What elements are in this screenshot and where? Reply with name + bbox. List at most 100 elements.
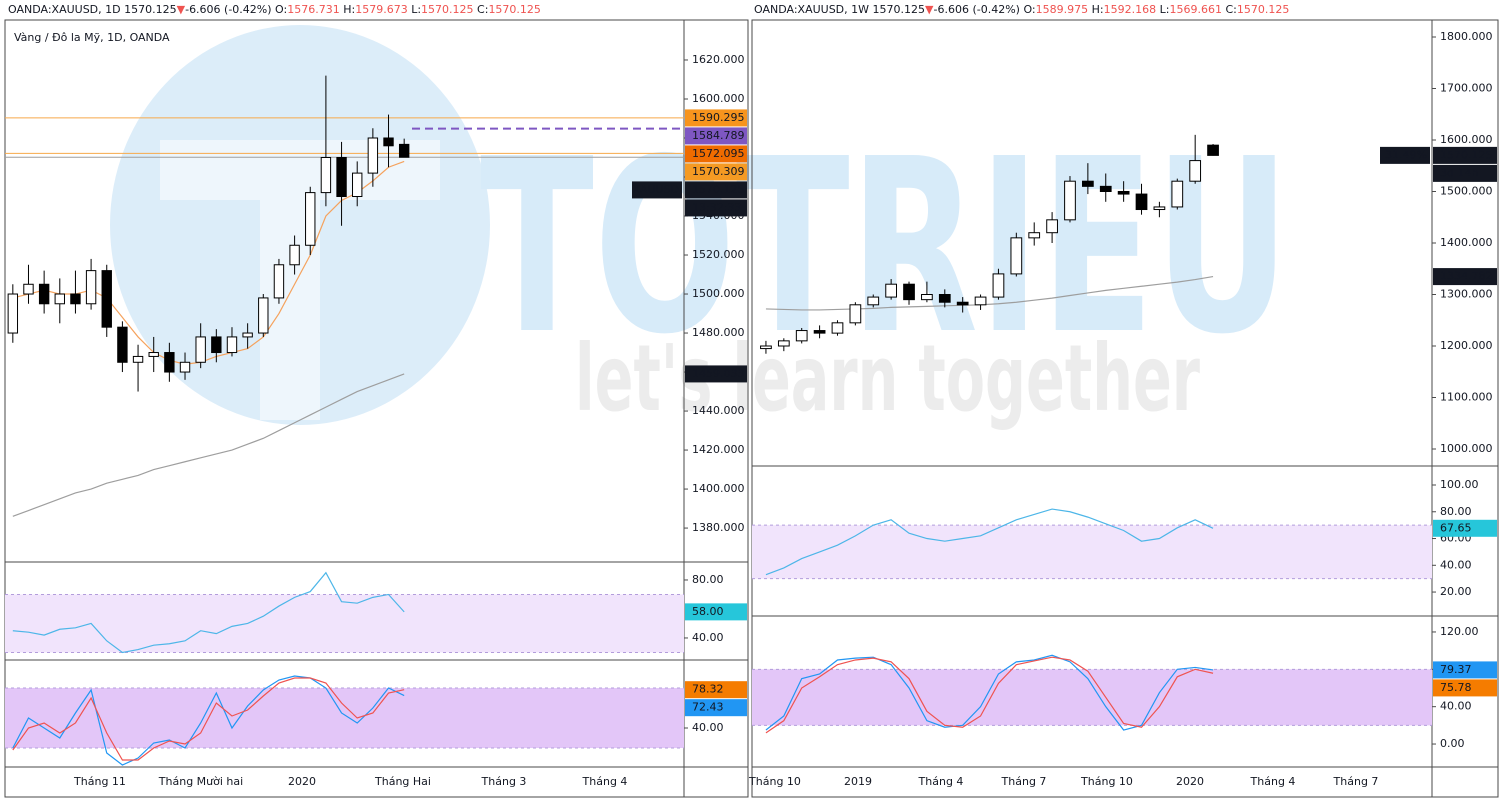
y-tick-label: 1520.000	[692, 248, 745, 261]
price-label-box	[685, 699, 747, 717]
y-tick-label: 120.00	[1440, 625, 1479, 638]
candle-body	[179, 361, 191, 373]
price-label: 78.32	[692, 683, 724, 696]
price-label-box	[685, 365, 747, 383]
candle-body	[777, 340, 790, 347]
y-tick-label: 1600.000	[1440, 133, 1493, 146]
candle-body	[383, 137, 394, 147]
candle-body	[1046, 219, 1058, 234]
candle-body	[148, 352, 159, 357]
ohlc-value: 1579.673	[355, 3, 408, 16]
indicator-line	[12, 675, 405, 766]
y-tick-label: 1500.000	[1440, 184, 1493, 197]
candle-body	[54, 293, 65, 305]
price-label-box	[685, 145, 747, 163]
ohlc-label: C:	[477, 3, 488, 16]
price-label-tag	[1380, 146, 1430, 164]
change: -6.606 (-0.42%)	[934, 3, 1020, 16]
candle-body	[367, 137, 379, 174]
ohlc-value: 1569.661	[1169, 3, 1222, 16]
candle-body	[1171, 180, 1184, 208]
indicator-line	[765, 656, 1214, 734]
price-label: 75.78	[1440, 681, 1472, 694]
candle-body	[1189, 160, 1202, 182]
ohlc-label: O:	[275, 3, 287, 16]
candle-body	[320, 156, 332, 194]
panel-frame	[4, 19, 749, 798]
band	[752, 669, 1432, 726]
indicator-line	[765, 275, 1214, 311]
candle-body	[1153, 206, 1166, 211]
candle-body	[849, 304, 862, 324]
x-tick-label: Tháng 10	[748, 775, 801, 788]
y-tick-label: 1200.000	[1440, 339, 1493, 352]
x-tick-label: Tháng 7	[1001, 775, 1047, 788]
y-tick-label: 1480.000	[692, 326, 745, 339]
symbol: OANDA:XAUUSD, 1D	[8, 3, 121, 16]
ohlc-label: L:	[411, 3, 421, 16]
ohlc-value: 1592.168	[1104, 3, 1157, 16]
price-label-box	[685, 181, 747, 199]
candle-body	[132, 355, 144, 363]
ohlc-label: H:	[343, 3, 355, 16]
candle-body	[938, 294, 951, 303]
price-label: 1570.309	[692, 165, 745, 178]
y-tick-label: 1620.000	[692, 53, 745, 66]
ohlc-label: C:	[1225, 3, 1236, 16]
x-tick-label: 2020	[1176, 775, 1204, 788]
x-tick-label: Tháng 4	[1250, 775, 1296, 788]
price-label: 58.00	[692, 605, 724, 618]
y-tick-label: 1100.000	[1440, 391, 1493, 404]
header: OANDA:XAUUSD, 1W 1570.125▼-6.606 (-0.42%…	[754, 3, 1289, 16]
y-tick-label: 100.00	[1440, 478, 1479, 491]
x-tick-label: 2020	[288, 775, 316, 788]
price-label-box	[1433, 679, 1497, 697]
ohlc-value: 1576.731	[287, 3, 340, 16]
x-tick-label: 2019	[844, 775, 872, 788]
price-label-name: XAUUSD	[632, 183, 679, 196]
y-tick-label: 1700.000	[1440, 81, 1493, 94]
candle-body	[1028, 232, 1041, 239]
price-label: 79.37	[1440, 663, 1472, 676]
ohlc-label: H:	[1092, 3, 1104, 16]
price-label: 67.65	[1440, 521, 1472, 534]
candle-body	[921, 294, 933, 301]
candle-body	[352, 172, 363, 198]
candle-body	[7, 293, 19, 334]
candle-body	[974, 296, 987, 306]
price-label: 1459.033	[692, 367, 745, 380]
countdown: 13:32:33	[692, 201, 741, 214]
y-tick-label: 20.00	[1440, 585, 1472, 598]
down-arrow: ▼	[925, 3, 934, 16]
price-label-box	[685, 127, 747, 145]
last-price: 1570.125	[873, 3, 926, 16]
subtitle: Vàng / Đô la Mỹ, 1D, OANDA	[14, 31, 170, 44]
price-label-box	[1433, 661, 1497, 679]
price-label-box	[1433, 519, 1497, 537]
candle-body	[195, 336, 206, 363]
indicator-line	[12, 571, 405, 654]
x-tick-label: Tháng Mười hai	[158, 775, 243, 788]
candle-body	[831, 322, 844, 334]
y-tick-label: 40.00	[692, 631, 724, 644]
y-tick-label: 40.00	[692, 721, 724, 734]
price-label: 1584.789	[692, 129, 745, 142]
y-tick-label: 80.00	[1440, 505, 1472, 518]
y-tick-label: 1440.000	[692, 404, 745, 417]
candle-body	[867, 296, 880, 306]
band	[752, 525, 1432, 579]
y-tick-label: 1400.000	[1440, 236, 1493, 249]
candle-body	[85, 270, 97, 305]
band	[5, 594, 684, 653]
price-label: 1570.125	[1440, 148, 1493, 161]
indicator-line	[765, 508, 1214, 576]
candle-body	[795, 330, 808, 342]
watermark: TOTRIEU let's learn together	[110, 25, 1290, 432]
candle-body	[956, 301, 969, 306]
candle-body	[398, 143, 410, 158]
candle-body	[101, 270, 112, 328]
y-tick-label: 1300.000	[1440, 288, 1493, 301]
candle-body	[211, 336, 222, 354]
y-tick-label: 1500.000	[692, 287, 745, 300]
